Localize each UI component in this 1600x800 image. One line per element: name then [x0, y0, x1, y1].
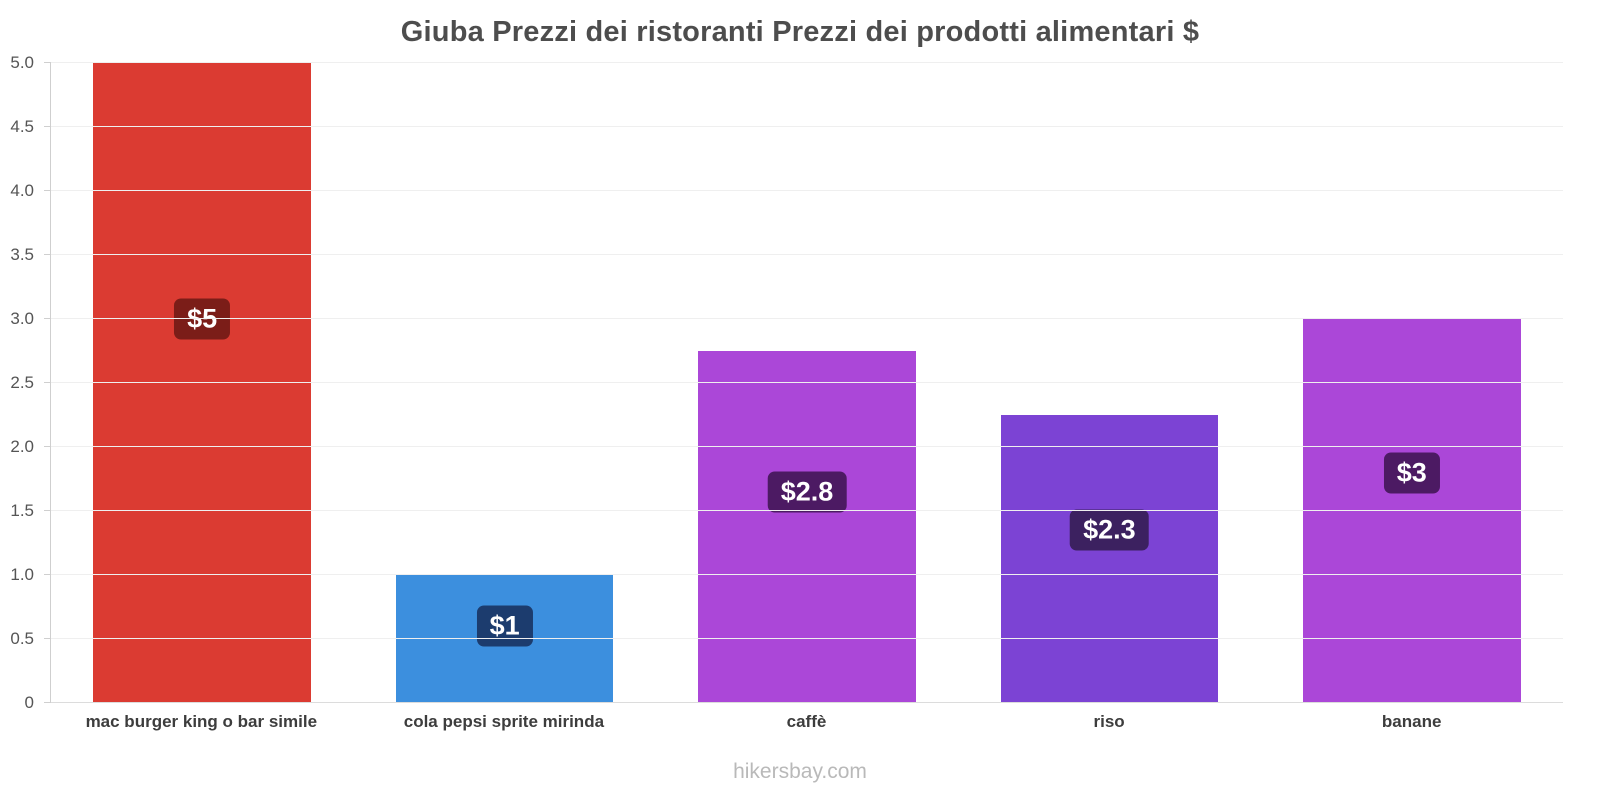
value-badge: $2.8	[767, 471, 847, 513]
x-category-label: cola pepsi sprite mirinda	[403, 712, 605, 731]
bar-3: $2.8	[698, 351, 916, 703]
bar-slot: $3	[1261, 63, 1563, 703]
x-category-label: banane	[1381, 712, 1442, 731]
chart-title: Giuba Prezzi dei ristoranti Prezzi dei p…	[400, 16, 1200, 48]
gridline	[51, 62, 1563, 63]
y-tick-label: 4.5	[10, 117, 34, 136]
bar-4: $2.3	[1000, 415, 1219, 703]
y-tick	[44, 318, 51, 319]
y-tick	[44, 254, 51, 255]
gridline	[51, 126, 1563, 127]
y-tick-label: 5.0	[10, 53, 34, 72]
y-tick-label: 3.5	[10, 245, 34, 264]
bar-slot: $2.3	[958, 63, 1260, 703]
y-tick	[44, 126, 51, 127]
gridline	[51, 510, 1563, 511]
gridline	[51, 638, 1563, 639]
value-badge: $1	[476, 605, 533, 647]
bar-slot: $1	[353, 63, 655, 703]
y-tick-label: 3.0	[10, 309, 34, 328]
y-tick-label: 0.5	[10, 629, 34, 648]
x-category-label: mac burger king o bar simile	[85, 712, 318, 731]
bar-1: $5	[93, 63, 312, 703]
value-badge: $5	[174, 298, 231, 340]
value-badge: $3	[1383, 452, 1440, 494]
bar-slot: $5	[51, 63, 353, 703]
y-tick-label: 2.5	[10, 373, 34, 392]
y-tick	[44, 510, 51, 511]
gridline	[51, 382, 1563, 383]
y-tick	[44, 702, 51, 703]
y-tick-label: 0	[24, 693, 34, 712]
gridline	[51, 190, 1563, 191]
gridline	[51, 446, 1563, 447]
gridline	[51, 318, 1563, 319]
y-tick	[44, 638, 51, 639]
bar-slots: $5 $1 $2.8 $2.3 $3	[51, 63, 1563, 703]
y-tick	[44, 382, 51, 383]
x-axis-labels: mac burger king o bar simile cola pepsi s…	[50, 712, 1563, 732]
y-tick	[44, 574, 51, 575]
bar-5: $3	[1302, 319, 1521, 703]
y-tick-label: 4.0	[10, 181, 34, 200]
gridline	[51, 254, 1563, 255]
x-category-label: riso	[1093, 712, 1125, 731]
y-tick-label: 1.5	[10, 501, 34, 520]
y-tick-label: 1.0	[10, 565, 34, 584]
y-axis: 0 0.5 1.0 1.5 2.0 2.5 3.0 3.5 4.0 4.5 5.0	[0, 53, 42, 712]
gridline	[51, 702, 1563, 703]
value-badge: $2.3	[1070, 509, 1149, 551]
watermark: hikersbay.com	[733, 760, 867, 783]
gridline	[51, 574, 1563, 575]
x-category-label: caffè	[786, 712, 827, 731]
bar-2: $1	[395, 575, 614, 703]
y-tick	[44, 446, 51, 447]
plot-area: $5 $1 $2.8 $2.3 $3	[44, 62, 1563, 703]
bar-slot: $2.8	[656, 63, 958, 703]
y-tick-label: 2.0	[10, 437, 34, 456]
y-tick	[44, 62, 51, 63]
y-tick	[44, 190, 51, 191]
